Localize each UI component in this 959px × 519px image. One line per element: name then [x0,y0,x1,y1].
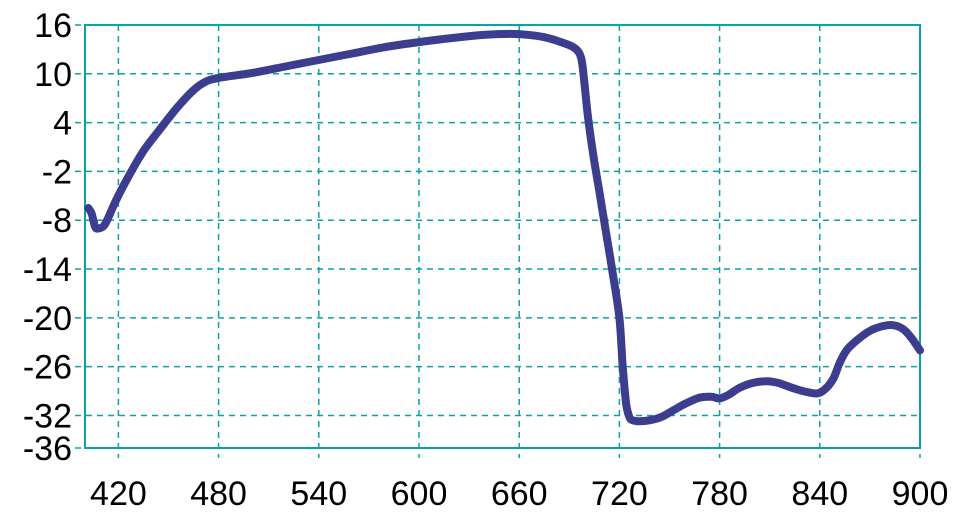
series-group [84,29,924,426]
y-tick-label-7: -26 [23,349,72,387]
y-tick-label-6: -20 [23,300,72,338]
x-tick-label-4: 660 [491,475,548,513]
y-tick-label-3: -2 [42,153,72,191]
y-tick-label-8: -32 [23,397,72,435]
y-tick-label-5: -14 [23,251,72,289]
x-tick-label-7: 840 [791,475,848,513]
x-tick-label-5: 720 [591,475,648,513]
x-tick-label-0: 420 [90,475,147,513]
y-tick-label-2: 4 [53,105,72,143]
x-tick-label-8: 900 [892,475,949,513]
plot-frame [84,24,921,449]
y-axis-ticks: 16 10 4 -2 -8 -14 -20 -26 -32-36 [23,7,72,468]
x-tick-label-3: 600 [391,475,448,513]
x-tick-label-2: 540 [290,475,347,513]
x-axis-ticks: 420 480 540 600 660 720 780 840 900 [90,475,948,513]
y-tick-label-9: -36 [23,430,72,468]
series-line-0 [84,29,924,426]
y-tick-label-4: -8 [42,202,72,240]
x-tick-label-1: 480 [190,475,247,513]
x-tick-label-6: 780 [691,475,748,513]
y-tick-label-0: 16 [34,7,72,45]
grid-lines [75,24,921,458]
y-tick-label-1: 10 [34,56,72,94]
